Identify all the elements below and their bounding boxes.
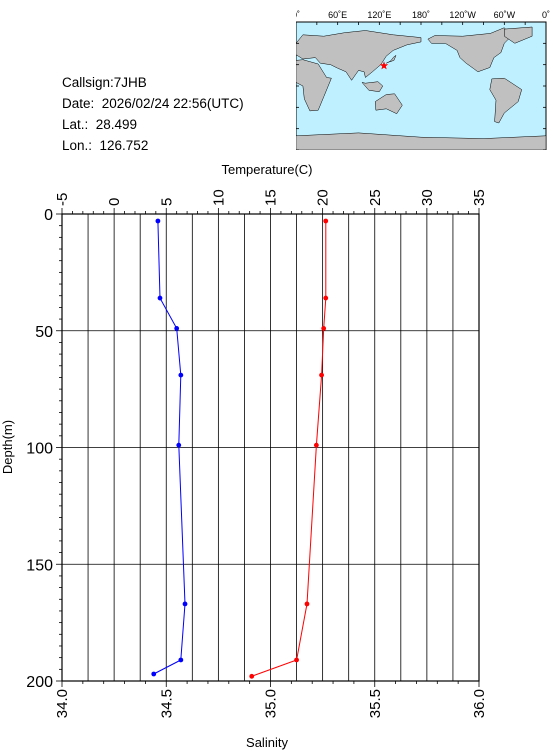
chart-grid bbox=[62, 214, 479, 681]
map-top-labels: 0˚ 60˚E 120˚E 180˚ 120˚W 60˚W 0˚ bbox=[296, 10, 550, 20]
temperature-tick-label: 25 bbox=[367, 189, 384, 206]
temperature-tick-label: 35 bbox=[471, 189, 488, 206]
temperature-data-point bbox=[294, 657, 299, 663]
land-shape bbox=[296, 132, 547, 150]
temperature-tick-label: 5 bbox=[158, 198, 175, 206]
temperature-tick-labels: -5 0 5 10 15 20 25 30 35 bbox=[54, 189, 488, 206]
temperature-data-point bbox=[249, 673, 255, 679]
temperature-data-point bbox=[304, 601, 310, 607]
land-shape bbox=[361, 81, 384, 92]
map-longitude-label: 60˚E bbox=[328, 10, 347, 20]
salinity-data-point bbox=[155, 218, 161, 224]
salinity-data-point bbox=[151, 671, 157, 677]
depth-tick-label: 50 bbox=[35, 324, 53, 341]
land-shape bbox=[386, 54, 397, 64]
map-longitude-label: 120˚W bbox=[449, 10, 476, 20]
temperature-data-point bbox=[323, 218, 329, 224]
temperature-tick-label: -5 bbox=[54, 193, 71, 206]
temperature-tick-label: 0 bbox=[106, 198, 123, 206]
depth-tick-labels: 0 50 100 150 200 bbox=[26, 207, 53, 691]
temperature-tick-label: 15 bbox=[263, 189, 280, 206]
map-longitude-label: 0˚ bbox=[542, 10, 550, 20]
salinity-tick-label: 35.5 bbox=[367, 689, 384, 718]
date-text: Date: 2026/02/24 22:56(UTC) bbox=[62, 96, 244, 111]
land-shape bbox=[374, 93, 403, 115]
temperature-data-point bbox=[313, 442, 319, 448]
chart-series bbox=[151, 218, 329, 679]
salinity-data-point bbox=[174, 326, 180, 331]
land-shape bbox=[296, 59, 332, 112]
temperature-data-point bbox=[321, 326, 327, 331]
map-land bbox=[296, 26, 547, 150]
salinity-data-point bbox=[182, 601, 188, 607]
temperature-profile-line bbox=[251, 221, 327, 677]
map-longitude-label: 180˚ bbox=[412, 10, 430, 20]
map-longitude-label: 120˚E bbox=[367, 10, 391, 20]
salinity-data-point bbox=[178, 372, 184, 378]
station-info: Callsign:7JHB Date: 2026/02/24 22:56(UTC… bbox=[62, 72, 244, 156]
temperature-data-point bbox=[323, 295, 329, 301]
temperature-axis-label: Temperature(C) bbox=[221, 162, 312, 177]
depth-tick-label: 100 bbox=[26, 441, 53, 458]
map-longitude-label: 60˚W bbox=[494, 10, 516, 20]
map-longitude-label: 0˚ bbox=[296, 10, 300, 20]
temperature-tick-label: 20 bbox=[315, 189, 332, 206]
depth-axis-label: Depth(m) bbox=[0, 420, 15, 474]
temperature-tick-label: 10 bbox=[210, 189, 227, 206]
longitude-text: Lon.: 126.752 bbox=[62, 138, 149, 153]
depth-tick-label: 0 bbox=[44, 207, 53, 224]
salinity-tick-label: 34.0 bbox=[54, 689, 71, 718]
salinity-axis-label: Salinity bbox=[246, 735, 288, 750]
salinity-tick-label: 36.0 bbox=[471, 689, 488, 718]
location-star bbox=[379, 61, 389, 70]
map-ticks bbox=[296, 21, 547, 150]
latitude-text: Lat.: 28.499 bbox=[62, 117, 138, 132]
salinity-data-point bbox=[157, 295, 163, 301]
callsign-text: Callsign:7JHB bbox=[62, 75, 147, 90]
land-shape bbox=[427, 27, 512, 73]
salinity-tick-labels: 34.0 34.5 35.0 35.5 36.0 bbox=[54, 689, 488, 718]
salinity-tick-label: 34.5 bbox=[158, 689, 175, 718]
temperature-tick-label: 30 bbox=[419, 189, 436, 206]
land-shape bbox=[489, 77, 522, 124]
salinity-data-point bbox=[176, 442, 182, 448]
salinity-data-point bbox=[178, 657, 184, 663]
land-shape bbox=[504, 26, 533, 44]
depth-tick-label: 150 bbox=[26, 557, 53, 574]
location-marker bbox=[379, 61, 389, 70]
temperature-data-point bbox=[319, 372, 324, 378]
depth-tick-label: 200 bbox=[26, 674, 53, 691]
land-shape bbox=[296, 30, 422, 81]
chart-ticks bbox=[56, 208, 480, 687]
salinity-profile-line bbox=[153, 220, 186, 675]
salinity-tick-label: 35.0 bbox=[263, 689, 280, 718]
